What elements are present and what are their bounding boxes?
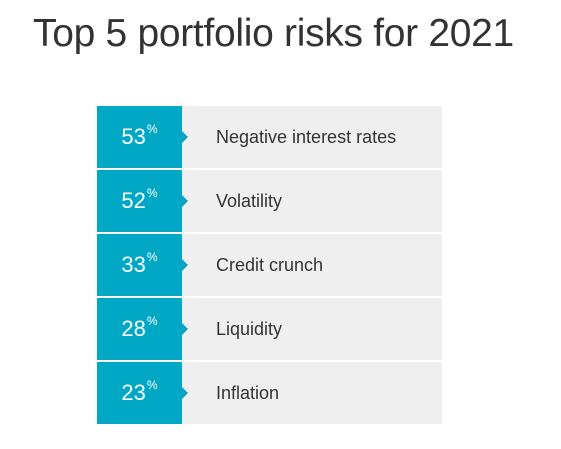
percentage-cell: 33% xyxy=(97,234,188,296)
percent-symbol: % xyxy=(146,250,158,264)
risk-label: Volatility xyxy=(182,170,442,232)
percentage-value: 28 xyxy=(121,316,146,341)
pointer-arrow-icon xyxy=(182,259,188,271)
percentage-cell: 28% xyxy=(97,298,188,360)
chart-title: Top 5 portfolio risks for 2021 xyxy=(33,12,514,55)
percentage-cell: 52% xyxy=(97,170,188,232)
risk-label: Negative interest rates xyxy=(182,106,442,168)
risk-row: 28% Liquidity xyxy=(97,298,442,360)
pointer-arrow-icon xyxy=(182,131,188,143)
percentage-value: 33 xyxy=(121,252,146,277)
risk-label: Liquidity xyxy=(182,298,442,360)
percent-symbol: % xyxy=(146,186,158,200)
pointer-arrow-icon xyxy=(182,195,188,207)
risk-label: Inflation xyxy=(182,362,442,424)
risk-row: 23% Inflation xyxy=(97,362,442,424)
pointer-arrow-icon xyxy=(182,323,188,335)
pointer-arrow-icon xyxy=(182,387,188,399)
percent-symbol: % xyxy=(146,122,158,136)
percentage-value: 23 xyxy=(121,380,146,405)
risk-table: 53% Negative interest rates 52% Volatili… xyxy=(97,106,442,424)
risk-label: Credit crunch xyxy=(182,234,442,296)
percentage-cell: 53% xyxy=(97,106,188,168)
risk-row: 33% Credit crunch xyxy=(97,234,442,296)
risk-row: 53% Negative interest rates xyxy=(97,106,442,168)
percent-symbol: % xyxy=(146,378,158,392)
percentage-cell: 23% xyxy=(97,362,188,424)
percentage-value: 53 xyxy=(121,124,146,149)
percentage-value: 52 xyxy=(121,188,146,213)
percent-symbol: % xyxy=(146,314,158,328)
risk-row: 52% Volatility xyxy=(97,170,442,232)
